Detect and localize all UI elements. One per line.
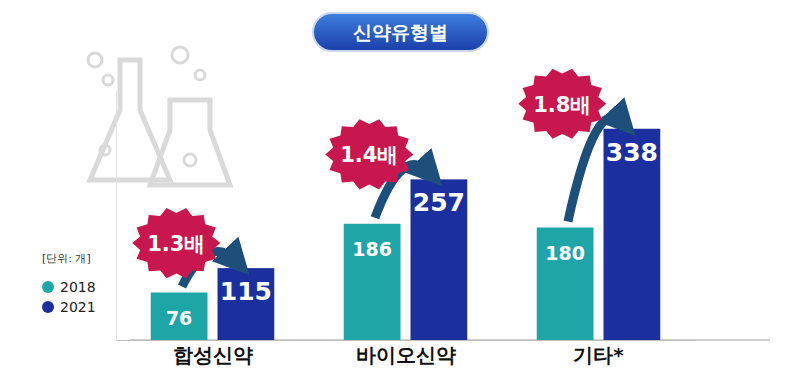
y-axis-line [116,91,117,341]
bar [537,228,594,341]
chart: 신약유형별합성신약 바이오신약 기타* 76 186 180 115 257 338 1.3배 1.… [0,0,802,375]
flask-icon [88,47,230,185]
x-tick: 바이오신약 [356,343,456,367]
data-label: 186 [352,238,392,260]
annotation-badge [325,119,413,189]
x-tick-label: 합성신약 [173,343,253,367]
data-label: 338 [606,138,658,167]
x-tick-label: 바이오신약 [356,343,456,367]
annotation: 1.4배 [340,143,398,167]
annotation: 1.3배 [147,232,205,256]
annotation: 1.8배 [533,93,591,117]
x-axis-line [117,340,696,341]
bubble-icon [103,75,113,85]
legend-swatch [42,301,54,313]
annotation-badge [132,208,220,278]
y-axis [116,91,117,341]
bar [411,179,468,340]
data-label: 180 [545,242,585,264]
bubble-icon [195,70,205,80]
bubble-icon [184,154,196,166]
data-label: 115 [220,277,272,306]
x-tick-label: 기타* [573,343,624,367]
bar [344,224,401,340]
bubble-icon [88,53,102,67]
bubble-icon [100,145,110,155]
flask-shape [150,100,230,185]
title-pill [313,13,488,51]
bubble-icon [172,47,188,63]
bar [151,293,208,341]
x-tick: 합성신약 [173,343,253,367]
bar [218,268,275,340]
data-label: 257 [413,188,465,217]
title: 신약유형별 [353,21,448,43]
legend-label: 2018 [60,279,96,295]
legend: [단위: 개] 2018 2021 [42,252,96,315]
legend-label: 2021 [60,299,96,315]
legend-swatch [42,281,54,293]
x-axis: 합성신약 바이오신약 기타* [117,341,696,368]
bar [604,129,661,340]
annotation-badge [518,69,606,139]
data-label: 76 [166,307,192,329]
x-tick: 기타* [573,343,624,367]
unit-label: [단위: 개] [42,252,91,265]
